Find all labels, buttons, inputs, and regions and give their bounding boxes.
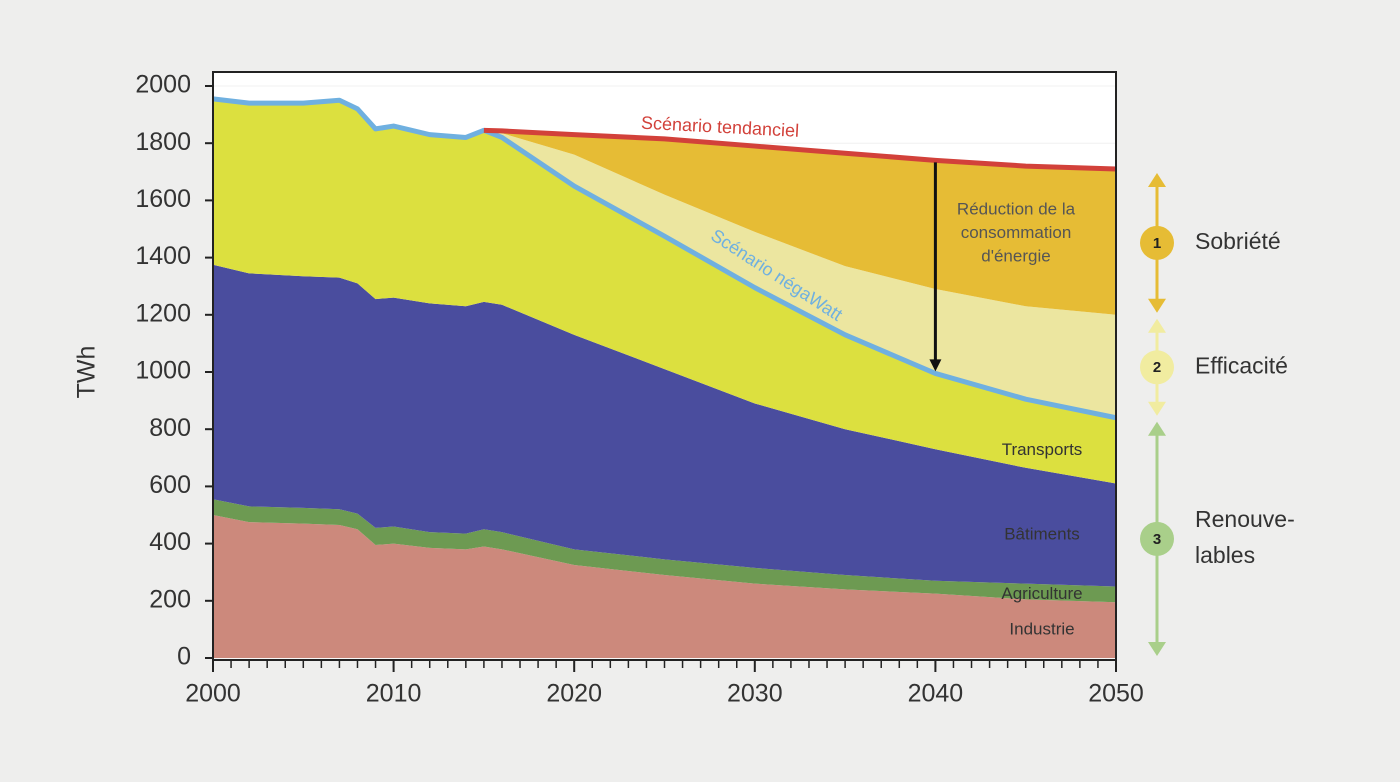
area [213, 515, 1116, 658]
side-arrow-head [1148, 172, 1166, 187]
y-tick-label: 1600 [135, 185, 191, 213]
area [483, 130, 1116, 418]
area-label: Agriculture [1001, 584, 1082, 603]
side-arrow-head [1148, 401, 1166, 416]
annotation: consommation [961, 223, 1072, 242]
x-tick-label: 2010 [366, 680, 422, 708]
side-number: 3 [1153, 531, 1161, 548]
y-tick-label: 400 [149, 528, 191, 556]
side-label: Renouve- [1195, 506, 1295, 532]
area [483, 130, 1116, 315]
side-label: lables [1195, 542, 1255, 568]
line [483, 127, 1117, 172]
area [213, 98, 1116, 484]
x-tick-label: 2020 [546, 680, 602, 708]
y-tick-label: 0 [177, 643, 191, 671]
arrow-head [929, 359, 942, 372]
y-tick-label: 1800 [135, 128, 191, 156]
side-arrow-head [1148, 421, 1166, 436]
y-tick-label: 1400 [135, 242, 191, 270]
side-badge [1140, 350, 1174, 385]
side-badge [1140, 521, 1174, 556]
y-tick-label: 2000 [135, 71, 191, 99]
y-tick-label: 600 [149, 471, 191, 499]
area-label: Transports [1002, 440, 1083, 459]
side-label: Sobriété [1195, 228, 1281, 254]
side-arrow-head [1148, 642, 1166, 656]
area-label: Bâtiments [1004, 525, 1080, 544]
area [213, 264, 1116, 587]
y-tick-label: 800 [149, 414, 191, 442]
side-number: 1 [1153, 235, 1161, 252]
y-tick-label: 1200 [135, 299, 191, 327]
side-arrow-head [1148, 318, 1166, 333]
y-tick-label: 200 [149, 585, 191, 613]
x-tick-label: 2000 [185, 680, 241, 708]
x-tick-label: 2050 [1088, 680, 1144, 708]
y-axis-label: TWh [73, 346, 101, 399]
x-tick-label: 2040 [908, 680, 964, 708]
area-label: Industrie [1009, 620, 1074, 639]
area [213, 499, 1116, 603]
side-arrow-head [1148, 298, 1166, 313]
side-number: 2 [1153, 359, 1161, 376]
side-badge [1140, 225, 1174, 260]
x-tick-label: 2030 [727, 680, 783, 708]
annotation: d'énergie [981, 246, 1050, 265]
side-label: Efficacité [1195, 352, 1288, 378]
y-tick-label: 1000 [135, 357, 191, 385]
line [212, 96, 1117, 421]
annotation: Réduction de la [957, 199, 1076, 218]
